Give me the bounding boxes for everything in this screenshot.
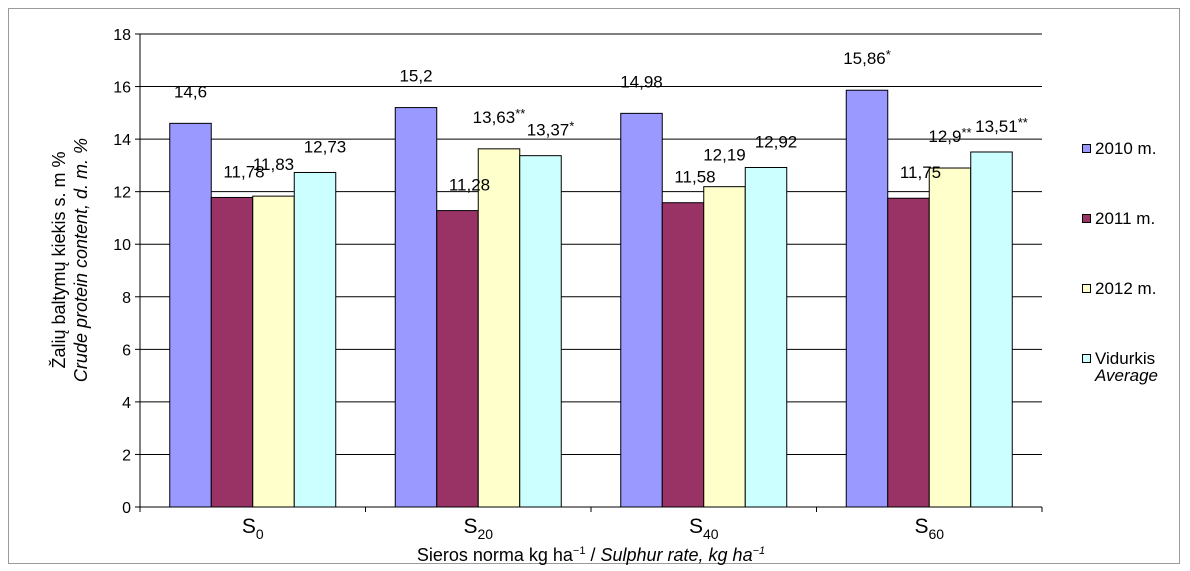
y-axis-title-lt: Žalių baltymų kiekis s. m % — [49, 151, 69, 369]
data-label: 11,78 — [223, 162, 264, 181]
x-axis-title-lt: Sieros norma kg ha — [416, 545, 573, 565]
x-axis-title-en: Sulphur rate, kg ha — [600, 545, 753, 565]
bar — [210, 196, 254, 508]
x-axis-title-sep: / — [585, 545, 601, 565]
legend-label-2010: 2010 m. — [1095, 139, 1157, 158]
x-axis-title-en-sup: −1 — [752, 545, 766, 557]
axes: 0 2 4 6 8 10 12 14 16 18 S0 S20 S40 S60 — [113, 27, 1043, 542]
y-tick-label: 0 — [122, 500, 131, 517]
bar — [845, 89, 889, 508]
legend-label-2011: 2011 m. — [1095, 209, 1156, 228]
data-label: 14,98 — [620, 72, 663, 91]
data-label: 12,73 — [304, 137, 347, 156]
category-label: S40 — [689, 515, 719, 542]
bar — [661, 202, 705, 508]
y-tick-label: 12 — [113, 185, 131, 202]
bar — [703, 186, 746, 508]
bar — [436, 210, 479, 508]
data-label: 13,37* — [527, 119, 575, 140]
legend-swatch-2010 — [1082, 144, 1091, 153]
x-axis-title: Sieros norma kg ha−1 / Sulphur rate, kg … — [140, 545, 1042, 566]
legend-swatch-2011 — [1082, 214, 1091, 223]
bar — [169, 122, 212, 508]
bar — [293, 171, 337, 508]
category-label: S0 — [242, 515, 264, 542]
category-label: S60 — [914, 515, 944, 542]
data-label: 12,19 — [703, 146, 746, 165]
bar — [394, 107, 438, 508]
legend-swatch-2012 — [1082, 284, 1091, 293]
y-tick-label: 14 — [113, 132, 131, 149]
legend-swatch-average — [1082, 354, 1091, 363]
legend-label-average-lt: Vidurkis — [1095, 349, 1156, 368]
legend-label-average: Vidurkis Average — [1095, 350, 1158, 384]
bar — [928, 167, 972, 508]
y-tick-label: 6 — [122, 342, 131, 359]
bar — [744, 166, 788, 508]
y-tick-label: 18 — [113, 27, 131, 44]
data-label: 12,92 — [755, 132, 798, 151]
data-label: 11,28 — [449, 176, 490, 195]
data-label: 11,83 — [253, 155, 294, 174]
y-axis-title: Žalių baltymų kiekis s. m % Crude protei… — [48, 138, 92, 382]
bars — [169, 89, 1013, 508]
bar — [620, 112, 663, 508]
y-tick-label: 2 — [122, 447, 131, 464]
y-tick-label: 10 — [113, 237, 131, 254]
bar — [970, 151, 1013, 508]
data-label: 15,86* — [843, 47, 891, 68]
data-label: 12,9** — [928, 125, 971, 146]
legend-label-average-en: Average — [1095, 366, 1159, 385]
x-axis-title-lt-sup: −1 — [572, 545, 586, 557]
data-label: 13,63** — [473, 106, 526, 127]
bar — [252, 195, 295, 508]
data-label: 14,6 — [174, 82, 207, 101]
y-tick-label: 8 — [122, 290, 131, 307]
bar — [477, 148, 521, 508]
bar — [887, 197, 930, 508]
legend-label-2012: 2012 m. — [1095, 279, 1157, 298]
y-tick-label: 4 — [122, 395, 131, 412]
data-label: 11,75 — [900, 163, 941, 182]
data-label: 15,2 — [399, 67, 432, 86]
category-label: S20 — [463, 515, 493, 542]
y-axis-title-en: Crude protein content, d. m. % — [71, 137, 91, 383]
y-tick-label: 16 — [113, 80, 131, 97]
data-label: 13,51** — [975, 115, 1028, 136]
data-label: 11,58 — [674, 168, 715, 187]
bar — [519, 155, 562, 508]
